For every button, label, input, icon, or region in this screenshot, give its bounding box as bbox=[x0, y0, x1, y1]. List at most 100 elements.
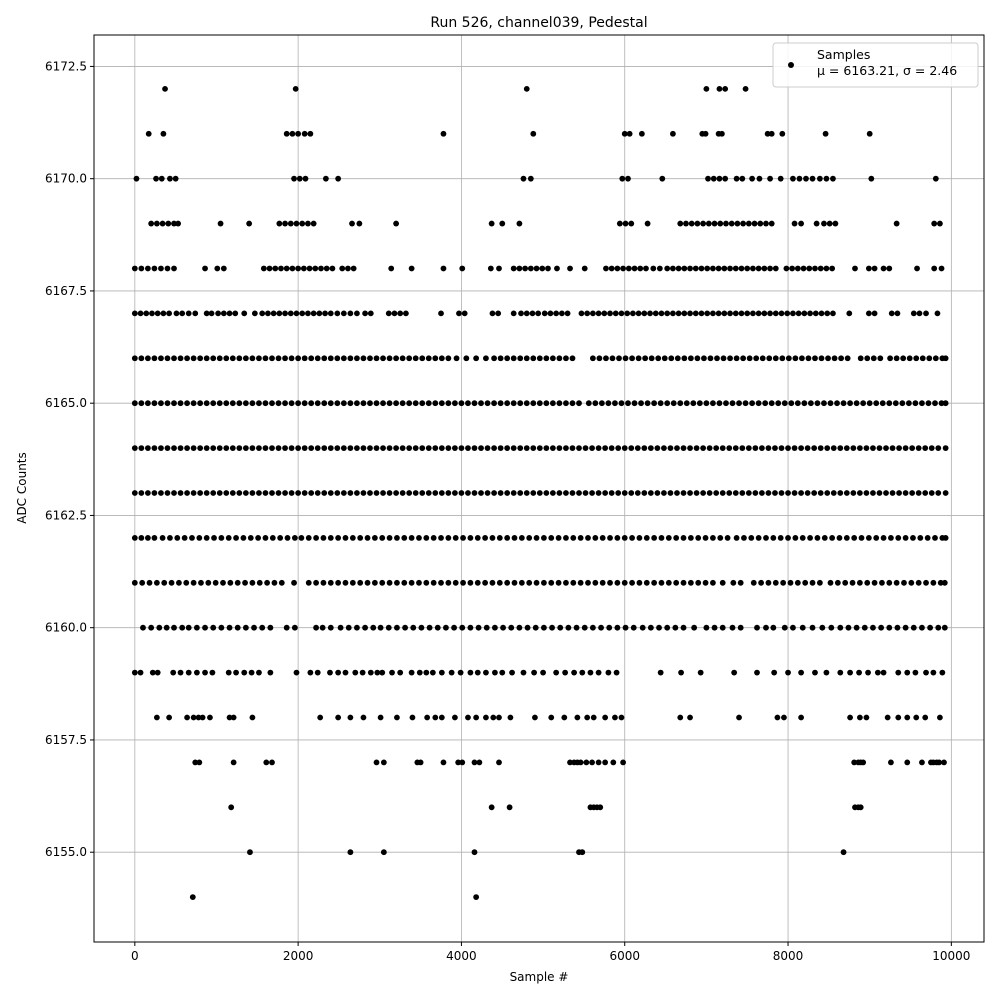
data-point bbox=[592, 534, 599, 541]
data-point bbox=[905, 400, 912, 407]
data-point bbox=[809, 579, 816, 586]
data-point bbox=[792, 534, 799, 541]
data-point bbox=[278, 579, 285, 586]
data-point bbox=[754, 669, 760, 676]
data-point bbox=[497, 400, 504, 407]
data-point bbox=[347, 714, 354, 721]
data-point bbox=[452, 579, 459, 586]
data-point bbox=[164, 490, 171, 496]
data-point bbox=[171, 445, 177, 451]
data-point bbox=[852, 265, 858, 272]
data-point bbox=[655, 355, 662, 362]
data-point bbox=[256, 669, 262, 676]
data-point bbox=[919, 759, 925, 766]
data-point bbox=[681, 310, 688, 317]
data-point bbox=[192, 759, 199, 766]
data-point bbox=[785, 490, 791, 496]
data-point bbox=[778, 445, 785, 451]
data-point bbox=[249, 400, 256, 407]
data-point bbox=[440, 759, 447, 766]
data-point bbox=[641, 445, 648, 451]
data-point bbox=[721, 265, 728, 272]
data-point bbox=[203, 355, 210, 362]
chart-title: Run 526, channel039, Pedestal bbox=[430, 15, 647, 31]
data-point bbox=[579, 669, 586, 676]
data-point bbox=[337, 624, 344, 631]
data-point bbox=[804, 445, 811, 451]
data-point bbox=[488, 220, 495, 227]
data-point bbox=[316, 310, 323, 317]
data-point bbox=[595, 490, 602, 496]
data-point bbox=[197, 445, 204, 451]
data-point bbox=[256, 400, 262, 407]
data-point bbox=[589, 355, 596, 362]
data-point bbox=[790, 175, 796, 182]
data-point bbox=[504, 445, 511, 451]
data-point bbox=[530, 130, 537, 137]
data-point bbox=[529, 310, 536, 317]
data-point bbox=[607, 579, 613, 586]
data-point bbox=[670, 265, 676, 272]
data-point bbox=[216, 445, 223, 451]
data-point bbox=[367, 400, 373, 407]
data-point bbox=[856, 445, 863, 451]
data-point bbox=[732, 310, 739, 317]
data-point bbox=[733, 534, 740, 541]
data-point bbox=[902, 624, 909, 631]
data-point bbox=[489, 579, 496, 586]
data-point bbox=[763, 220, 769, 227]
data-point bbox=[149, 310, 155, 317]
data-point bbox=[386, 445, 393, 451]
data-point bbox=[393, 220, 400, 227]
data-point bbox=[932, 175, 939, 182]
data-point bbox=[264, 579, 271, 586]
data-point bbox=[724, 534, 731, 541]
data-point bbox=[584, 714, 591, 721]
data-point bbox=[278, 265, 284, 272]
data-point bbox=[306, 265, 313, 272]
data-point bbox=[851, 534, 858, 541]
data-point bbox=[733, 355, 740, 362]
data-point bbox=[592, 579, 599, 586]
data-point bbox=[523, 445, 530, 451]
data-point bbox=[856, 490, 863, 496]
data-point bbox=[393, 400, 400, 407]
data-point bbox=[691, 624, 698, 631]
data-point bbox=[158, 400, 164, 407]
data-point bbox=[790, 310, 796, 317]
data-point bbox=[360, 355, 367, 362]
data-point bbox=[670, 310, 676, 317]
data-point bbox=[151, 490, 158, 496]
data-point bbox=[131, 400, 138, 407]
data-point bbox=[694, 355, 701, 362]
data-point bbox=[308, 400, 315, 407]
data-point bbox=[801, 400, 808, 407]
data-point bbox=[791, 445, 798, 451]
data-point bbox=[589, 445, 595, 451]
data-point bbox=[784, 310, 791, 317]
data-point bbox=[613, 669, 620, 676]
data-point bbox=[419, 355, 426, 362]
data-point bbox=[589, 759, 595, 766]
data-point bbox=[728, 220, 735, 227]
data-point bbox=[230, 714, 237, 721]
data-point bbox=[864, 355, 871, 362]
data-point bbox=[753, 355, 760, 362]
data-point bbox=[305, 220, 311, 227]
data-point bbox=[360, 714, 367, 721]
data-point bbox=[794, 400, 801, 407]
data-point bbox=[621, 490, 628, 496]
data-point bbox=[340, 445, 347, 451]
data-point bbox=[223, 355, 230, 362]
data-point bbox=[567, 759, 573, 766]
data-point bbox=[523, 355, 530, 362]
data-point bbox=[229, 445, 236, 451]
data-point bbox=[700, 445, 707, 451]
data-point bbox=[639, 624, 646, 631]
data-point bbox=[834, 400, 840, 407]
data-point bbox=[282, 310, 288, 317]
data-point bbox=[745, 220, 752, 227]
data-point bbox=[220, 310, 227, 317]
data-point bbox=[736, 400, 742, 407]
